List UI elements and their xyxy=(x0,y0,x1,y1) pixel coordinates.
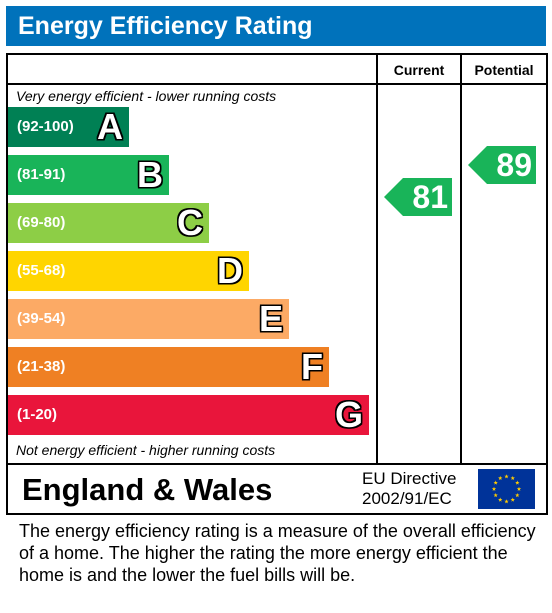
band-letter: E xyxy=(258,298,283,339)
band-letter: B xyxy=(137,154,163,195)
band-a: (92-100) A xyxy=(8,107,129,147)
page-title: Energy Efficiency Rating xyxy=(18,12,313,40)
band-range: (69-80) xyxy=(17,214,66,231)
band-e: (39-54) E xyxy=(8,299,289,339)
divider-potential-left xyxy=(460,55,462,463)
eu-star-icon xyxy=(515,492,520,498)
band-range: (92-100) xyxy=(17,118,74,135)
band-range: (81-91) xyxy=(17,166,66,183)
potential-rating-arrow: 89 xyxy=(468,146,536,184)
eu-flag-stars xyxy=(491,474,522,504)
eu-directive-line2: 2002/91/EC xyxy=(362,489,452,508)
potential-rating-value: 89 xyxy=(496,147,532,183)
band-f: (21-38) F xyxy=(8,347,329,387)
band-range: (1-20) xyxy=(17,406,58,423)
eu-star-icon xyxy=(493,480,498,485)
country-label: England & Wales xyxy=(22,472,273,507)
eu-directive-line1: EU Directive xyxy=(362,469,457,488)
eu-flag-icon xyxy=(478,469,535,509)
current-rating-value: 81 xyxy=(412,179,448,215)
current-arrow-shape xyxy=(384,178,452,216)
divider-current-left xyxy=(376,55,378,463)
eu-directive: EU Directive 2002/91/EC xyxy=(362,469,456,509)
eu-star-icon xyxy=(516,486,522,491)
band-letter: A xyxy=(97,106,123,147)
column-header-current: Current xyxy=(393,62,445,78)
eu-star-icon xyxy=(510,497,515,502)
eu-star-icon xyxy=(498,475,503,481)
eu-star-icon xyxy=(504,474,509,479)
band-range: (39-54) xyxy=(17,310,66,327)
band-b: (81-91) B xyxy=(8,155,169,195)
current-rating-arrow: 81 xyxy=(384,178,452,216)
band-g: (1-20) G xyxy=(8,395,369,435)
eu-star-icon xyxy=(493,492,498,498)
band-letter: D xyxy=(217,250,243,291)
eu-star-icon xyxy=(504,499,509,504)
band-letter: G xyxy=(334,394,363,435)
band-letter: F xyxy=(301,346,323,387)
column-header-potential: Potential xyxy=(474,62,534,78)
eu-star-icon xyxy=(498,497,503,502)
eu-star-icon xyxy=(515,480,520,485)
footer-divider xyxy=(8,463,546,465)
band-c: (69-80) C xyxy=(8,203,209,243)
band-d: (55-68) D xyxy=(8,251,249,291)
eu-star-icon xyxy=(510,475,515,481)
note-efficient: Very energy efficient - lower running co… xyxy=(16,88,277,104)
note-inefficient: Not energy efficient - higher running co… xyxy=(16,442,276,458)
band-range: (21-38) xyxy=(17,358,66,375)
potential-arrow-shape xyxy=(468,146,536,184)
eu-star-icon xyxy=(491,486,497,491)
band-range: (55-68) xyxy=(17,262,66,279)
description-text: The energy efficiency rating is a measur… xyxy=(19,521,536,585)
band-letter: C xyxy=(177,202,203,243)
header-divider xyxy=(8,83,546,85)
rating-chart: Current Potential Very energy efficient … xyxy=(6,53,548,515)
title-bar: Energy Efficiency Rating xyxy=(6,6,546,46)
